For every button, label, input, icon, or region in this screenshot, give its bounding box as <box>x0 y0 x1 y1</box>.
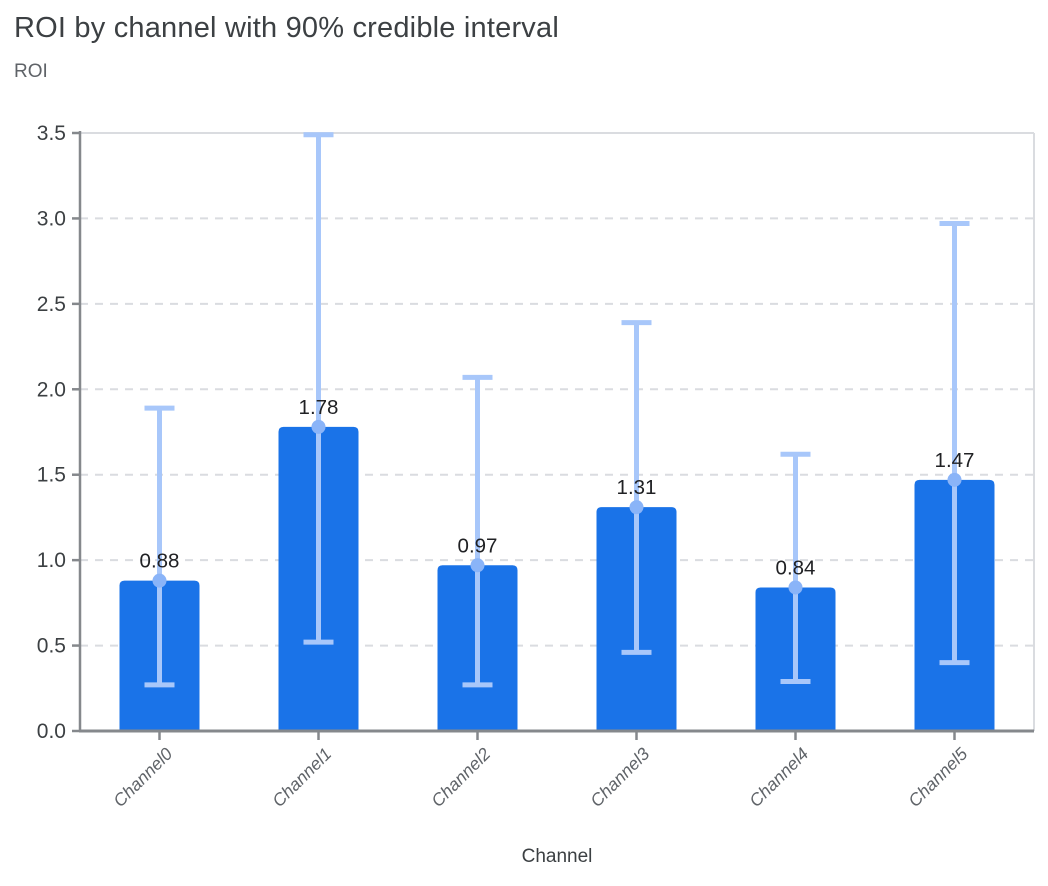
y-tick-label: 3.0 <box>37 207 66 230</box>
roi-bar-chart: 0.88 1.78 0.97 1.31 0.84 1.47 0.0 0.5 1.0 1.5 2.0 2… <box>37 122 1035 811</box>
value-label: 0.97 <box>458 534 498 557</box>
x-tick-label: Channel3 <box>586 743 653 810</box>
error-mean-dot <box>629 500 644 515</box>
value-label: 0.84 <box>776 556 816 579</box>
error-mean-dot <box>947 472 962 487</box>
value-label: 1.78 <box>299 396 339 419</box>
x-tick-label: Channel5 <box>904 743 971 810</box>
y-tick-label: 0.5 <box>37 635 66 658</box>
error-mean-dot <box>152 573 167 588</box>
x-tick-label: Channel2 <box>427 743 494 810</box>
error-mean-dot <box>470 558 485 573</box>
y-tick-label: 2.5 <box>37 293 66 316</box>
error-mean-dot <box>788 580 803 595</box>
y-tick-label: 1.0 <box>37 549 66 572</box>
value-label: 1.47 <box>935 449 975 472</box>
error-mean-dot <box>311 419 326 434</box>
y-tick-label: 1.5 <box>37 464 66 487</box>
chart-title: ROI by channel with 90% credible interva… <box>14 12 559 44</box>
y-tick-label: 0.0 <box>37 720 66 743</box>
y-tick-label: 2.0 <box>37 378 66 401</box>
value-label: 0.88 <box>140 550 180 573</box>
value-label: 1.31 <box>617 476 657 499</box>
x-tick-label: Channel0 <box>109 743 176 810</box>
x-axis-title: Channel <box>521 846 593 867</box>
x-tick-label: Channel1 <box>268 744 335 811</box>
y-axis-title: ROI <box>14 61 48 82</box>
x-tick-label: Channel4 <box>745 743 812 810</box>
y-tick-label: 3.5 <box>37 122 66 145</box>
